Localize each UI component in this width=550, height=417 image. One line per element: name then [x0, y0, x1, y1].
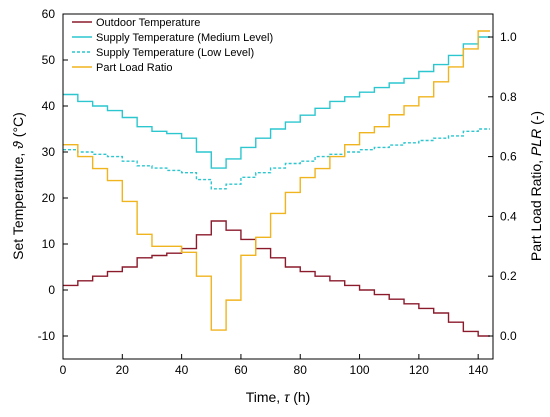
y-tick-label: 0: [48, 283, 55, 297]
y2-tick-label: 0.4: [500, 209, 517, 223]
x-tick-label: 80: [294, 363, 308, 377]
series-line-outdoor-temperature: [63, 220, 491, 337]
x-tick-label: 20: [116, 363, 130, 377]
x-tick-label: 140: [468, 363, 488, 377]
y2-axis-title: Part Load Ratio, PLR (-): [528, 111, 544, 261]
y2-tick-label: 0.8: [500, 90, 517, 104]
legend-label: Outdoor Temperature: [96, 17, 200, 29]
y-tick-label: 60: [42, 7, 56, 21]
y2-tick-label: 0.0: [500, 329, 517, 343]
x-tick-label: 100: [350, 363, 370, 377]
x-tick-label: 120: [409, 363, 429, 377]
x-tick-label: 60: [234, 363, 248, 377]
y-tick-label: 30: [42, 145, 56, 159]
y-tick-label: -10: [38, 329, 56, 343]
y2-tick-label: 1.0: [500, 30, 517, 44]
series-line-part-load-ratio: [63, 30, 491, 331]
series-line-supply-temperature-low-level: [63, 128, 491, 190]
series-line-supply-temperature-medium-level: [63, 36, 491, 169]
legend-label: Supply Temperature (Medium Level): [96, 32, 273, 44]
y-axis-title: Set Temperature, ϑ (°C): [10, 112, 26, 260]
y-tick-label: 20: [42, 191, 56, 205]
x-tick-label: 40: [175, 363, 189, 377]
x-tick-label: 0: [60, 363, 67, 377]
x-axis-title: Time, τ (h): [246, 389, 311, 405]
y-tick-label: 40: [42, 99, 56, 113]
legend-layer: Outdoor Temperature Supply Temperature (M…: [72, 17, 273, 74]
ticks-layer: 0 20 40 60 80 100 120 140 -10 0 10 20 30 40 50 60 0.0 0.2…: [38, 7, 517, 377]
legend-label: Supply Temperature (Low Level): [96, 47, 254, 59]
plot-frame: [62, 13, 494, 360]
y-tick-label: 10: [42, 237, 56, 251]
y2-tick-label: 0.6: [500, 150, 517, 164]
series-layer: [63, 30, 491, 337]
legend-label: Part Load Ratio: [96, 62, 172, 74]
y-tick-label: 50: [42, 53, 56, 67]
y2-tick-label: 0.2: [500, 269, 517, 283]
